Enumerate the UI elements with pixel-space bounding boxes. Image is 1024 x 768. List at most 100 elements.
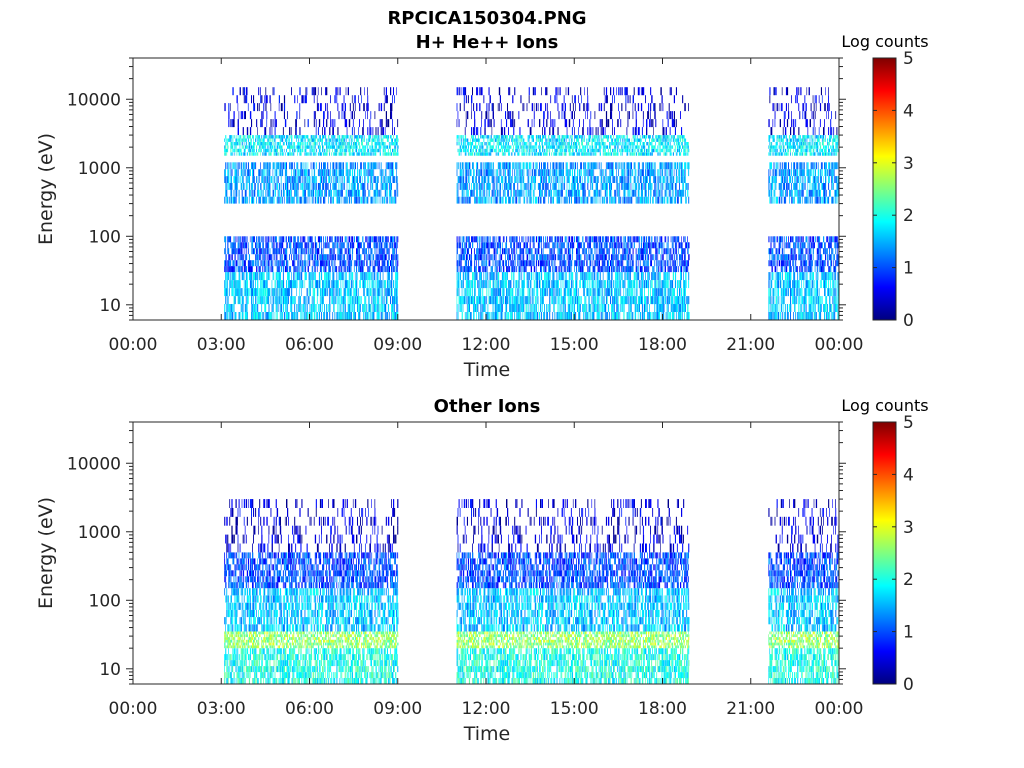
spectrogram-cell [232, 312, 234, 320]
spectrogram-cell [270, 142, 272, 146]
spectrogram-cell [275, 312, 277, 320]
spectrogram-cell [269, 135, 271, 139]
spectrogram-cell [485, 296, 487, 305]
spectrogram-cell [485, 169, 487, 177]
spectrogram-cell [394, 312, 396, 320]
spectrogram-cell [391, 169, 393, 177]
spectrogram-cell [283, 103, 286, 112]
spectrogram-cell [514, 169, 516, 177]
spectrogram-cell [360, 280, 361, 289]
spectrogram-cell [254, 148, 255, 153]
spectrogram-cell [257, 248, 259, 255]
spectrogram-cell [478, 280, 479, 289]
spectrogram-cell [357, 196, 358, 204]
spectrogram-cell [533, 236, 535, 243]
spectrogram-cell [317, 127, 319, 136]
spectrogram-cell [393, 196, 394, 204]
spectrogram-cell [321, 288, 322, 297]
spectrogram-cell [338, 142, 340, 146]
spectrogram-cell [494, 266, 496, 273]
spectrogram-cell [495, 145, 497, 149]
spectrogram-cell [483, 242, 485, 249]
spectrogram-cell [302, 176, 303, 183]
spectrogram-cell [316, 248, 319, 255]
spectrogram-cell [394, 176, 396, 183]
spectrogram-cell [300, 142, 302, 146]
spectrogram-cell [232, 138, 234, 142]
spectrogram-cell [494, 296, 496, 305]
spectrogram-cell [507, 145, 508, 149]
spectrogram-cell [254, 152, 255, 156]
spectrogram-cell [480, 272, 482, 281]
spectrogram-cell [297, 242, 299, 249]
spectrogram-cell [341, 111, 343, 120]
spectrogram-cell [561, 152, 563, 156]
spectrogram-cell [471, 280, 473, 289]
spectrogram-cell [514, 189, 515, 197]
spectrogram-cell [335, 87, 337, 96]
spectrogram-cell [245, 145, 248, 149]
spectrogram-cell [365, 296, 367, 305]
spectrogram-cell [549, 189, 550, 197]
spectrogram-cell [535, 248, 537, 255]
spectrogram-cell [312, 135, 314, 139]
spectrogram-cell [471, 135, 473, 139]
spectrogram-cell [540, 145, 542, 149]
spectrogram-cell [468, 304, 470, 312]
spectrogram-cell [554, 248, 555, 255]
spectrogram-cell [278, 95, 280, 104]
spectrogram-cell [235, 183, 237, 190]
spectrogram-cell [464, 266, 466, 273]
spectrogram-cell [242, 135, 244, 139]
spectrogram-cell [289, 176, 291, 183]
spectrogram-cell [556, 280, 558, 289]
spectrogram-cell [518, 272, 520, 281]
spectrogram-cell [507, 111, 508, 120]
spectrogram-cell [294, 169, 296, 177]
spectrogram-cell [279, 138, 281, 142]
spectrogram-cell [374, 162, 376, 170]
spectrogram-cell [345, 272, 347, 281]
spectrogram-cell [488, 111, 490, 120]
spectrogram-cell [275, 254, 277, 261]
spectrogram-cell [296, 280, 298, 289]
spectrogram-cell [311, 145, 313, 149]
spectrogram-cell [390, 111, 392, 120]
spectrogram-cell [503, 169, 505, 177]
spectrogram-cell [372, 162, 374, 170]
spectrogram-cell [304, 135, 306, 139]
spectrogram-cell [508, 280, 510, 289]
spectrogram-cell [244, 312, 246, 320]
spectrogram-cell [343, 176, 345, 183]
spectrogram-cell [309, 304, 311, 312]
spectrogram-cell [466, 169, 468, 177]
spectrogram-cell [482, 152, 484, 156]
spectrogram-cell [306, 152, 308, 156]
spectrogram-cell [554, 304, 555, 312]
spectrogram-cell [273, 148, 275, 153]
spectrogram-cell [394, 296, 396, 305]
spectrogram-cell [260, 148, 262, 153]
spectrogram-cell [302, 145, 304, 149]
spectrogram-cell [314, 196, 317, 204]
spectrogram-cell [482, 266, 484, 273]
spectrogram-cell [291, 189, 292, 197]
spectrogram-cell [329, 127, 331, 136]
spectrogram-cell [498, 236, 501, 243]
spectrogram-cell [251, 248, 252, 255]
spectrogram-cell [466, 111, 469, 120]
spectrogram-cell [272, 196, 274, 204]
spectrogram-cell [375, 183, 377, 190]
spectrogram-cell [391, 242, 392, 249]
spectrogram-cell [302, 95, 304, 104]
spectrogram-cell [539, 135, 540, 139]
spectrogram-cell [396, 288, 397, 297]
spectrogram-cell [368, 148, 370, 153]
spectrogram-cell [297, 95, 298, 104]
spectrogram-cell [471, 145, 472, 149]
spectrogram-cell [302, 304, 304, 312]
spectrogram-cell [362, 304, 364, 312]
spectrogram-cell [519, 127, 521, 136]
spectrogram-cell [236, 260, 238, 267]
spectrogram-cell [500, 280, 503, 289]
